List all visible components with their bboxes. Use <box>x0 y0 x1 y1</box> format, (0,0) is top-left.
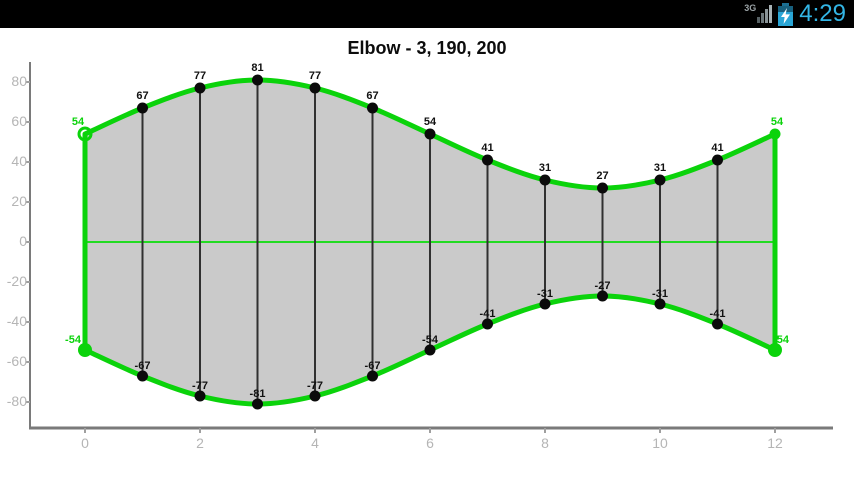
data-point[interactable] <box>482 154 493 166</box>
point-value-label: -54 <box>773 334 790 346</box>
data-point[interactable] <box>654 174 666 186</box>
edge-point[interactable] <box>769 128 781 140</box>
data-point[interactable] <box>137 102 148 114</box>
data-point[interactable] <box>367 102 378 114</box>
y-tick-label: 20 <box>11 193 27 209</box>
point-value-label: 41 <box>711 142 723 154</box>
clock: 4:29 <box>799 0 846 27</box>
point-value-label: -81 <box>250 388 266 400</box>
x-tick-label: 8 <box>541 435 549 451</box>
point-value-label: 81 <box>251 62 263 74</box>
data-point[interactable] <box>194 82 206 94</box>
data-point[interactable] <box>597 290 608 302</box>
data-point[interactable] <box>309 390 321 402</box>
point-value-label: -67 <box>365 360 381 372</box>
data-point[interactable] <box>424 344 436 356</box>
x-tick-label: 0 <box>81 435 89 451</box>
data-point[interactable] <box>252 74 263 86</box>
point-value-label: 27 <box>596 170 608 182</box>
battery-charging-icon <box>778 2 794 26</box>
point-value-label: 54 <box>424 116 437 128</box>
selected-point-marker[interactable] <box>77 126 93 142</box>
x-tick-label: 12 <box>767 435 783 451</box>
data-point[interactable] <box>194 390 206 402</box>
point-value-label: 67 <box>136 90 148 102</box>
x-tick-label: 2 <box>196 435 204 451</box>
data-point[interactable] <box>654 298 666 310</box>
elbow-profile-chart: 54 67 77 81 77 67 54 41 31 27 31 41 54 -54 -67 -77 -81 -7… <box>7 62 833 451</box>
data-point[interactable] <box>482 318 493 330</box>
data-point[interactable] <box>252 398 263 410</box>
lightning-bolt-icon <box>781 7 791 24</box>
y-tick-label: -20 <box>7 273 27 289</box>
x-tick-label: 6 <box>426 435 434 451</box>
point-value-label: 31 <box>654 162 666 174</box>
y-tick-label: -40 <box>7 313 27 329</box>
point-value-label: -54 <box>422 334 439 346</box>
point-value-label: 54 <box>72 116 85 128</box>
y-tick-label: 60 <box>11 113 27 129</box>
point-value-label: -27 <box>595 280 611 292</box>
point-value-label: -67 <box>135 360 151 372</box>
data-point[interactable] <box>539 298 551 310</box>
network-type-label: 3G <box>744 3 757 13</box>
point-value-label: -77 <box>192 380 208 392</box>
point-value-label: -41 <box>710 308 726 320</box>
data-point[interactable] <box>309 82 321 94</box>
point-value-label: 77 <box>194 70 206 82</box>
edge-point[interactable] <box>768 343 782 357</box>
data-point[interactable] <box>137 370 148 382</box>
signal-strength-icon: 3G <box>744 2 773 26</box>
data-point[interactable] <box>712 154 723 166</box>
status-bar-right: 3G 4:29 <box>744 0 854 28</box>
data-point[interactable] <box>367 370 378 382</box>
y-tick-label: -80 <box>7 393 27 409</box>
point-value-label: -54 <box>65 334 82 346</box>
point-value-label: 31 <box>539 162 551 174</box>
data-point[interactable] <box>597 182 608 194</box>
data-point[interactable] <box>424 128 436 140</box>
point-value-label: -41 <box>480 308 496 320</box>
point-value-label: 77 <box>309 70 321 82</box>
y-tick-label: 0 <box>19 233 27 249</box>
point-value-label: 41 <box>481 142 493 154</box>
point-value-label: 54 <box>771 116 784 128</box>
y-tick-label: 40 <box>11 153 27 169</box>
y-tick-label: 80 <box>11 73 27 89</box>
data-point[interactable] <box>539 174 551 186</box>
point-value-label: -77 <box>307 380 323 392</box>
signal-bars-icon <box>757 5 773 23</box>
point-value-label: -31 <box>652 288 668 300</box>
y-tick-label: -60 <box>7 353 27 369</box>
point-value-label: -31 <box>537 288 553 300</box>
status-bar: 3G 4:29 <box>0 0 854 28</box>
x-tick-label: 4 <box>311 435 319 451</box>
chart-title: Elbow - 3, 190, 200 <box>347 38 507 58</box>
x-tick-label: 10 <box>652 435 668 451</box>
point-value-label: 67 <box>366 90 378 102</box>
edge-point[interactable] <box>78 343 92 357</box>
data-point[interactable] <box>712 318 723 330</box>
